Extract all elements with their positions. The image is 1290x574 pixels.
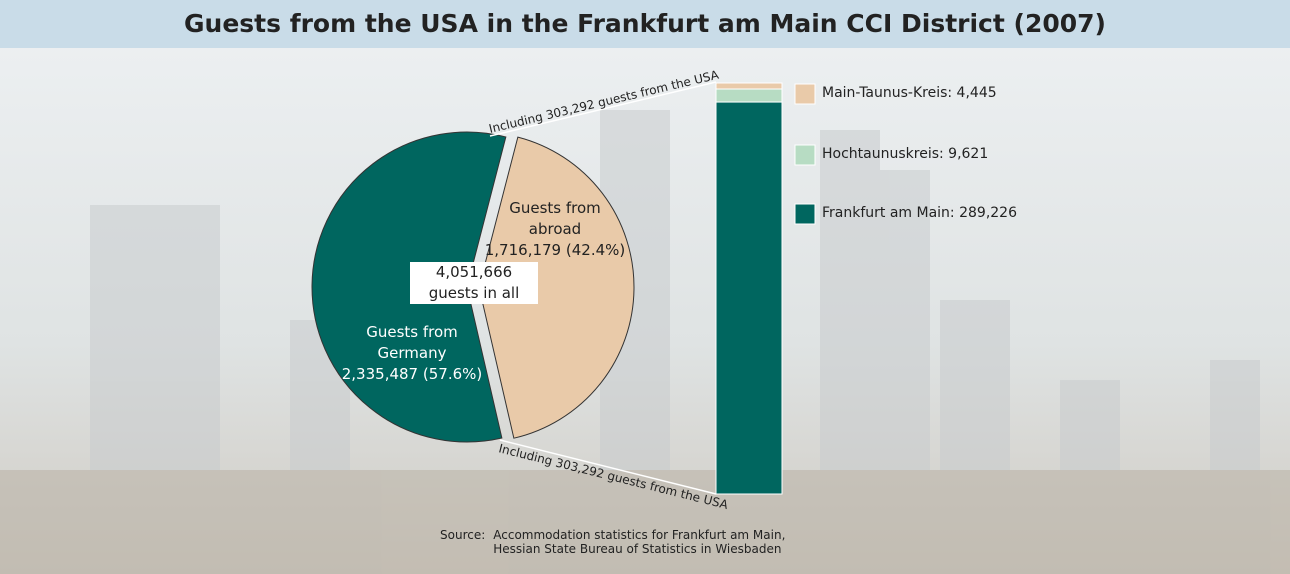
source-line: Accommodation statistics for Frankfurt a… [493,528,786,542]
bar-segment [715,88,783,103]
bar-segment [715,82,783,90]
source: Source: Accommodation statistics for Fra… [440,528,785,556]
slice-label: Guests from Germany 2,335,487 (57.6%) [332,322,492,385]
slice-value: 2,335,487 [341,365,419,383]
slice-category: Guests from Germany [366,323,458,362]
bar-segment [715,101,783,495]
slice-percent: (57.6%) [422,365,483,383]
slice-label: Guests from abroad 1,716,179 (42.4%) [475,198,635,261]
legend-swatch [794,144,816,166]
legend-text: Main-Taunus-Kreis: 4,445 [822,85,997,101]
pie-slice [311,131,507,443]
legend-text: Hochtaunuskreis: 9,621 [822,146,989,162]
source-line: Hessian State Bureau of Statistics in Wi… [493,542,782,556]
slice-values: 1,716,179 (42.4%) [475,240,635,261]
legend-swatch [794,203,816,225]
connector [489,81,717,137]
chart-title: Guests from the USA in the Frankfurt am … [0,0,1290,48]
slice-values: 2,335,487 (57.6%) [332,364,492,385]
pie-slice [478,136,635,439]
source-label: Source: [440,528,486,542]
slice-percent: (42.4%) [565,241,626,259]
slice-value: 1,716,179 [484,241,562,259]
legend-text: Frankfurt am Main: 289,226 [822,205,1017,221]
connector [499,439,717,495]
legend-swatch [794,83,816,105]
slice-category: Guests from abroad [509,199,601,238]
total-label: 4,051,666 guests in all [410,262,538,304]
skyline [0,110,1290,574]
